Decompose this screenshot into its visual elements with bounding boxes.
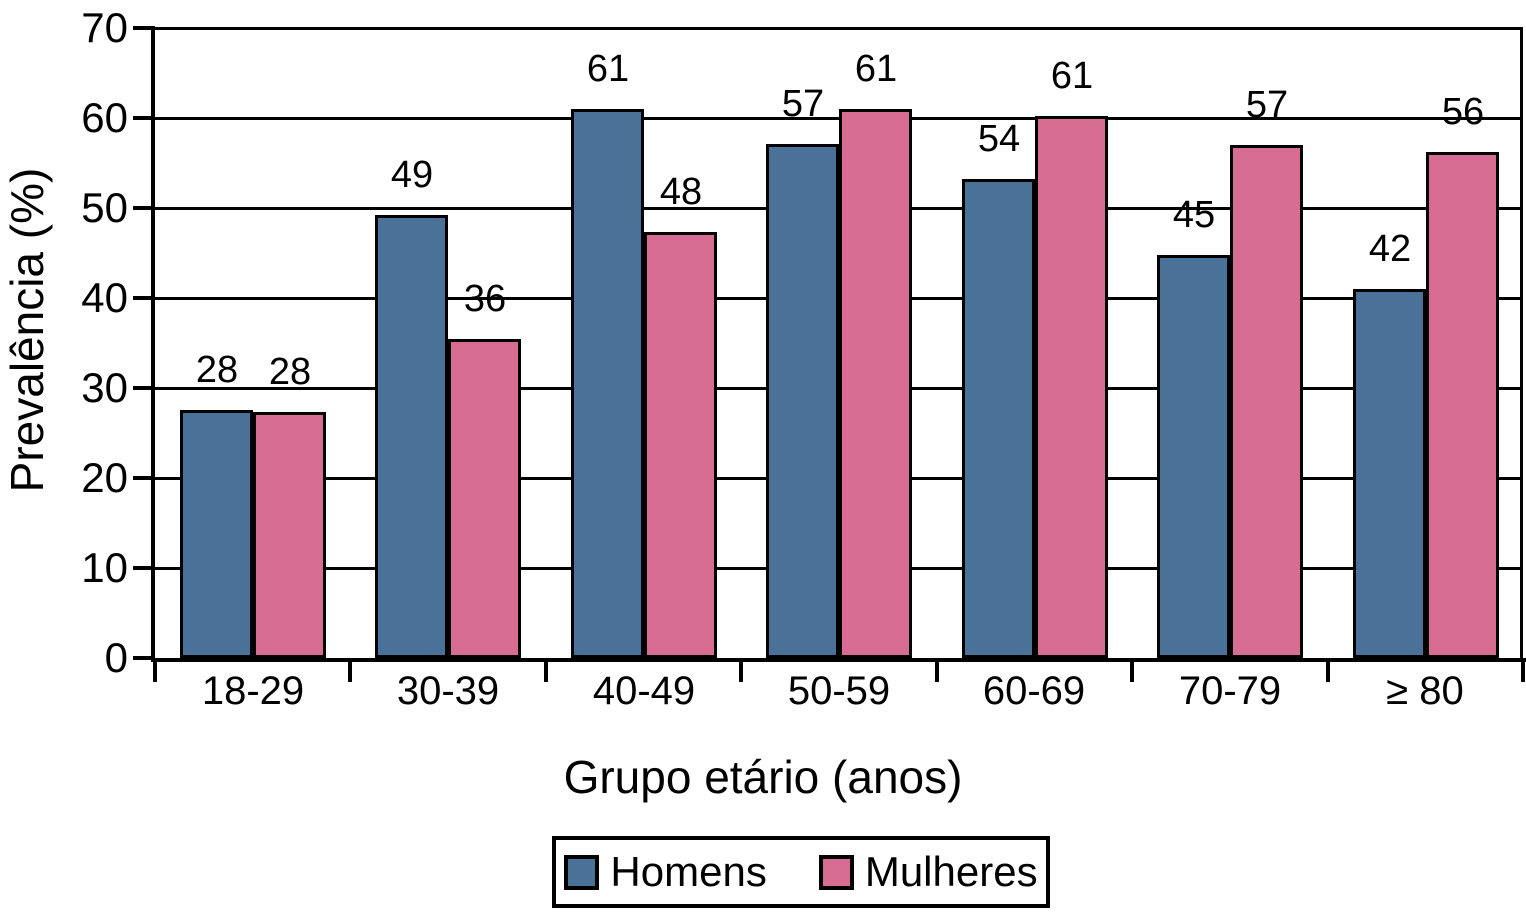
y-tick-label-0: 0 [104,634,128,681]
y-tick-label-50: 50 [81,184,128,231]
x-tick-3 [739,662,743,682]
bar-mulheres-2 [644,232,717,658]
plot-right-border [1520,28,1523,658]
x-tick-label-0: 18-29 [201,669,305,713]
x-tick-label-5: 70-79 [1178,669,1282,713]
bar-mulheres-6 [1426,152,1499,658]
x-tick-label-2: 40-49 [592,669,696,713]
y-tick-40 [133,296,155,300]
bar-value-mulheres-2: 48 [659,171,703,213]
x-tick-6 [1326,662,1330,682]
legend-swatch-mulheres [818,854,854,890]
bar-value-mulheres-6: 56 [1441,91,1485,133]
y-tick-label-70: 70 [81,4,128,51]
bar-value-mulheres-5: 57 [1245,84,1289,126]
bar-mulheres-1 [448,339,521,658]
y-axis-line [151,28,155,662]
bar-homens-6 [1353,289,1426,658]
y-tick-label-20: 20 [81,454,128,501]
x-tick-label-6: ≥ 80 [1386,669,1464,713]
x-axis-title: Grupo etário (anos) [563,751,963,803]
bar-value-homens-4: 54 [977,118,1021,160]
bar-homens-4 [962,179,1035,658]
y-tick-label-40: 40 [81,274,128,321]
y-tick-30 [133,386,155,390]
y-tick-60 [133,116,155,120]
legend-item-mulheres: Mulheres [818,848,1038,895]
bar-value-mulheres-3: 61 [854,48,898,90]
bar-value-homens-1: 49 [390,154,434,196]
bar-value-mulheres-1: 36 [463,278,507,320]
bar-value-homens-0: 28 [195,349,239,391]
bar-homens-3 [766,144,839,658]
legend-item-homens: Homens [564,848,767,895]
x-axis-line [151,658,1526,662]
bar-mulheres-0 [253,412,326,658]
y-tick-50 [133,206,155,210]
bar-homens-2 [571,109,644,658]
x-tick-label-3: 50-59 [787,669,891,713]
x-tick-label-1: 30-39 [396,669,500,713]
bar-value-homens-6: 42 [1368,228,1412,270]
legend-swatch-homens [564,854,600,890]
y-tick-label-30: 30 [81,364,128,411]
x-tick-0 [153,662,157,682]
x-tick-label-4: 60-69 [982,669,1086,713]
legend-label-mulheres: Mulheres [864,848,1038,895]
x-tick-5 [1130,662,1134,682]
bar-homens-5 [1157,255,1230,658]
y-tick-70 [133,26,155,30]
bar-mulheres-5 [1230,145,1303,658]
y-tick-0 [133,656,155,660]
bar-value-homens-3: 57 [781,83,825,125]
bar-value-homens-2: 61 [586,48,630,90]
x-tick-1 [348,662,352,682]
x-tick-2 [544,662,548,682]
y-tick-10 [133,566,155,570]
bar-value-mulheres-0: 28 [268,351,312,393]
y-tick-label-60: 60 [81,94,128,141]
gridline-70 [155,27,1523,30]
bar-value-homens-5: 45 [1172,194,1216,236]
legend-label-homens: Homens [610,848,767,895]
bar-value-mulheres-4: 61 [1050,55,1094,97]
y-tick-20 [133,476,155,480]
bar-mulheres-4 [1035,116,1108,658]
x-tick-7 [1521,662,1525,682]
bar-homens-1 [375,215,448,658]
x-tick-4 [935,662,939,682]
legend: Homens Mulheres [552,836,1050,908]
y-tick-label-10: 10 [81,544,128,591]
bar-homens-0 [180,410,253,658]
bar-mulheres-3 [839,109,912,658]
